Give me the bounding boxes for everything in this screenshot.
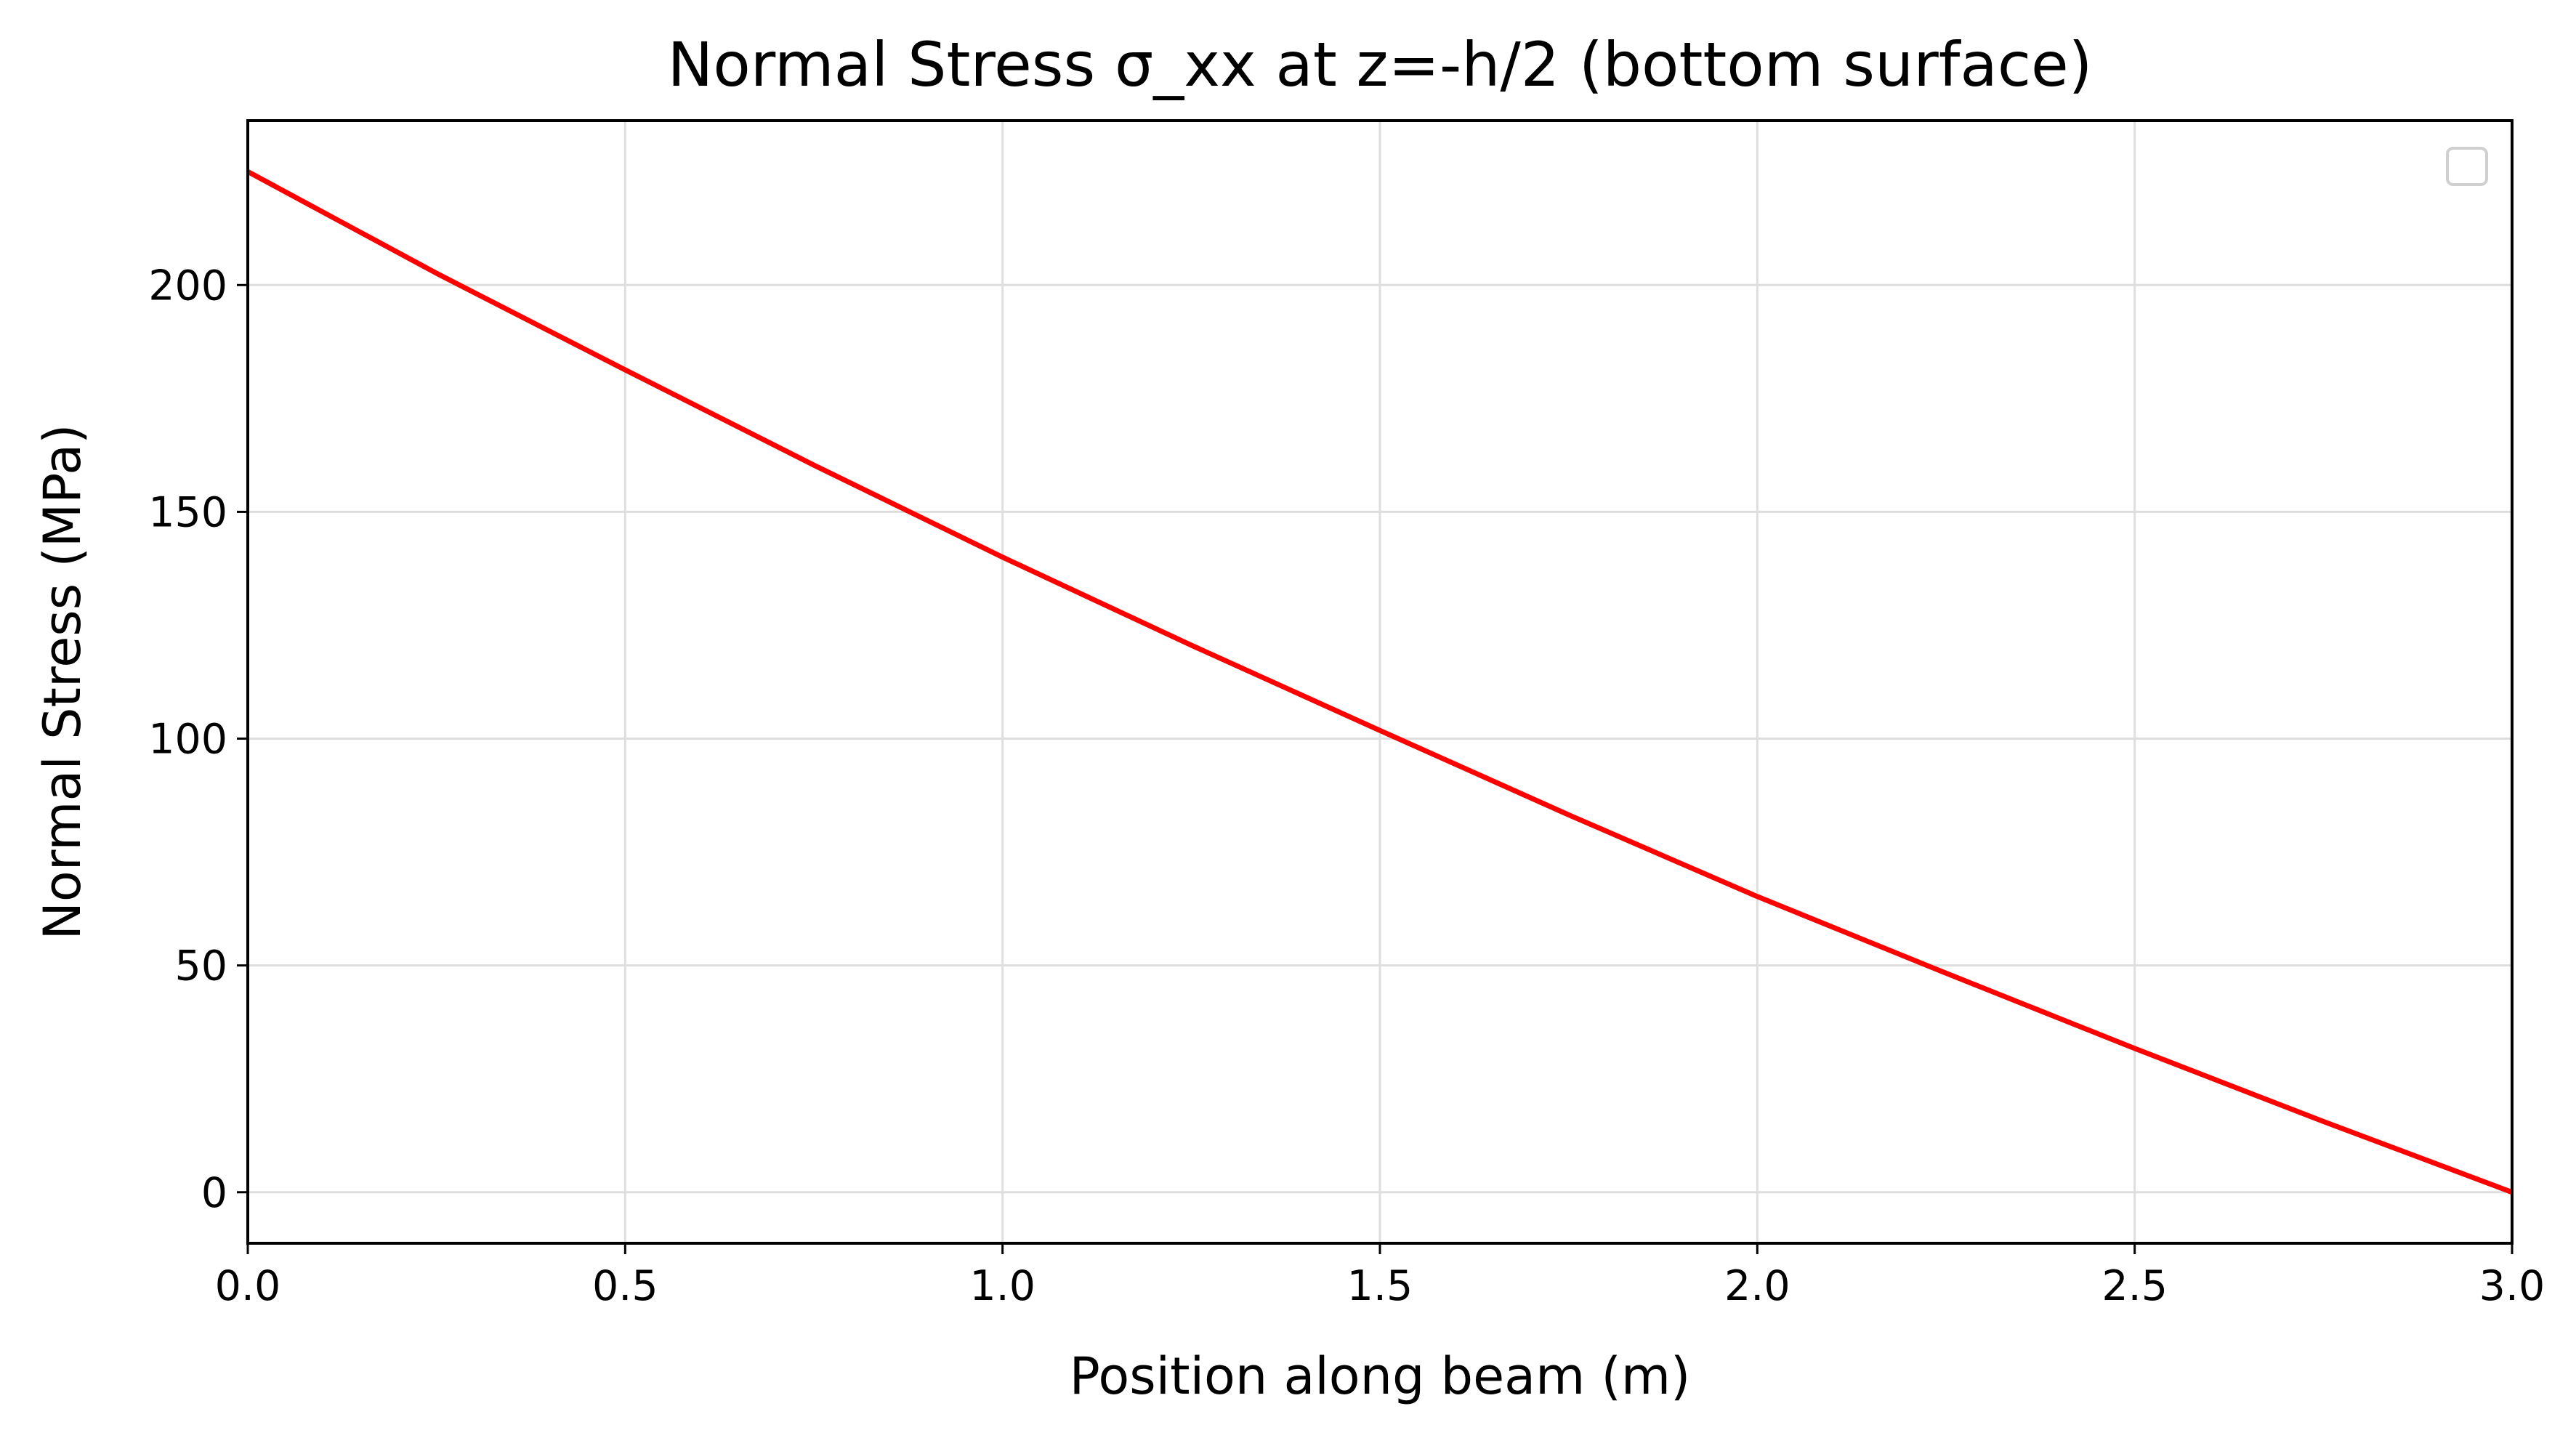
x-tick-label: 1.5: [1347, 1262, 1413, 1310]
legend-box: [2446, 147, 2488, 186]
y-tick-label: 200: [148, 262, 227, 310]
series-layer: [246, 169, 2514, 1195]
x-tick-label: 0.5: [592, 1262, 658, 1310]
x-tick-label: 1.0: [969, 1262, 1035, 1310]
x-tick-label: 3.0: [2479, 1262, 2545, 1310]
x-tick-label: 0.0: [215, 1262, 281, 1310]
y-axis-label: Normal Stress (MPa): [33, 424, 92, 940]
series-line: [246, 169, 2514, 1195]
x-tick-label: 2.5: [2101, 1262, 2168, 1310]
grid: [246, 121, 2514, 1243]
y-tick-label: 100: [148, 716, 227, 764]
chart-title: Normal Stress σ_xx at z=-h/2 (bottom sur…: [668, 29, 2093, 100]
y-tick-label: 50: [174, 942, 227, 990]
y-tick-label: 0: [201, 1169, 227, 1217]
x-axis-label: Position along beam (m): [1070, 1346, 1691, 1406]
axis-ticks: 0.0 0.5 1.0 1.5 2.0 2.5 3.0 0 50 100 150 200: [148, 262, 2545, 1310]
legend: [2446, 147, 2488, 186]
x-tick-label: 2.0: [1724, 1262, 1790, 1310]
y-tick-label: 150: [148, 488, 227, 536]
